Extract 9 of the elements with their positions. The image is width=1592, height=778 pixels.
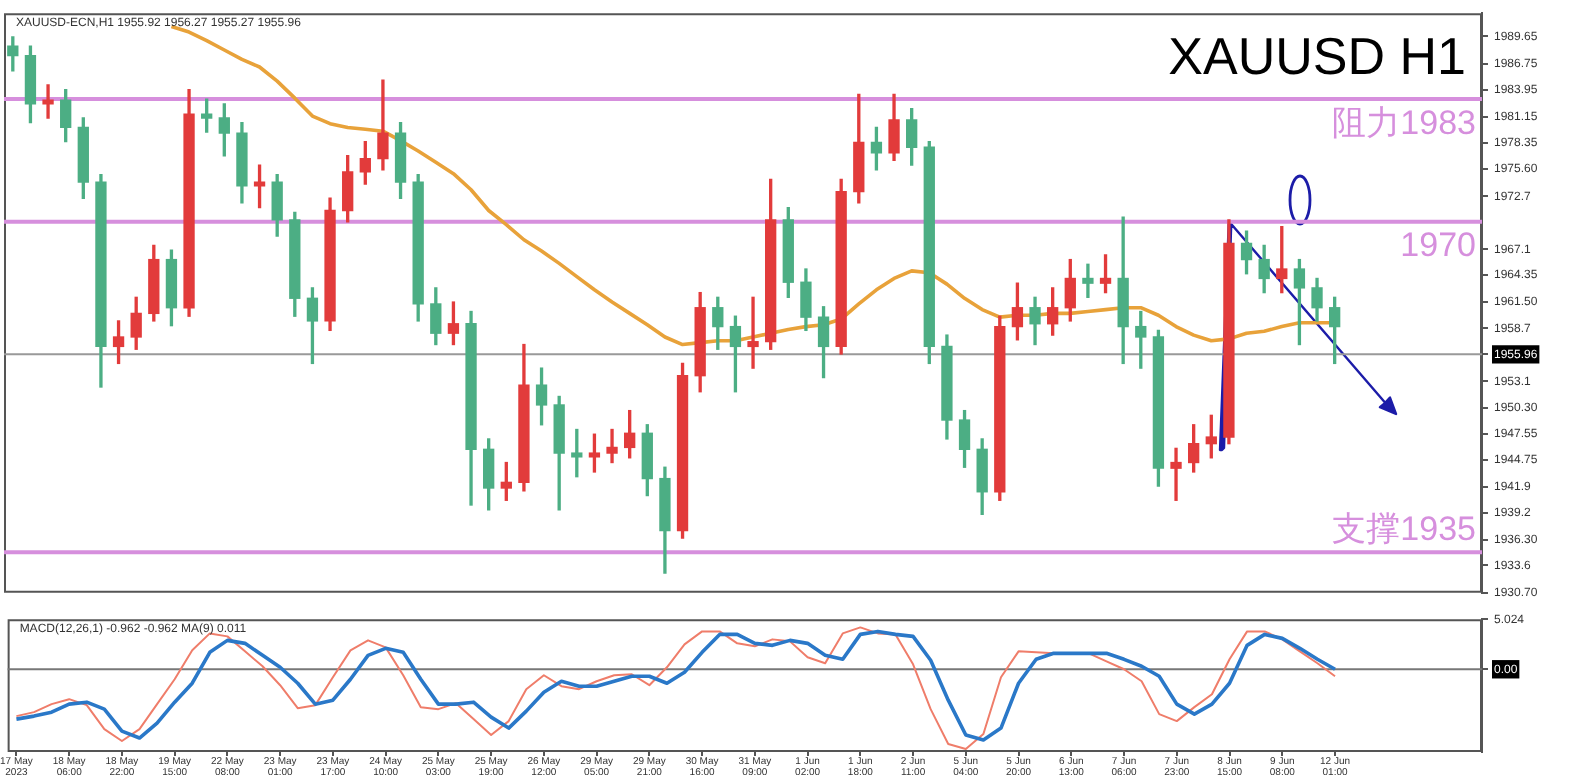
ref-line-label: 支撑1935 bbox=[1332, 510, 1476, 549]
chart-title: XAUUSD H1 bbox=[1168, 25, 1466, 86]
ref-line-label: 1970 bbox=[1400, 225, 1476, 264]
candlestick bbox=[606, 428, 618, 464]
candlestick bbox=[747, 296, 759, 369]
candlestick bbox=[42, 84, 54, 119]
candlestick bbox=[1170, 447, 1182, 501]
candlestick bbox=[1082, 263, 1094, 298]
ref-line-label: 阻力1983 bbox=[1332, 103, 1476, 142]
